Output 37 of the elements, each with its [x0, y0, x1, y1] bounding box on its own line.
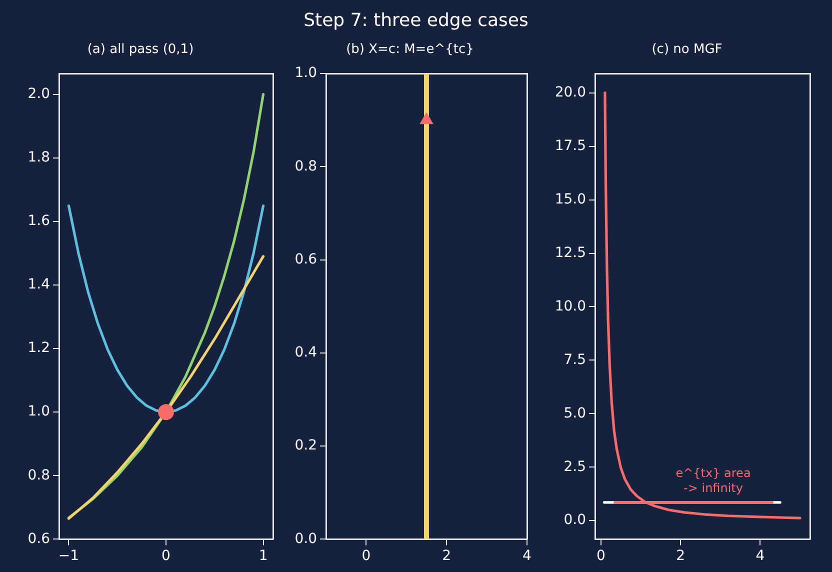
y-tick-label: 0.8 — [28, 467, 50, 484]
x-tick-label: −1 — [58, 548, 80, 564]
annotation: e^{tx} area -> infinity — [676, 466, 751, 495]
y-tick-label: 1.0 — [28, 404, 50, 420]
y-tick-label: 10.0 — [554, 298, 586, 314]
y-tick-label: 0.6 — [28, 530, 50, 547]
y-tick-label: 5.0 — [564, 405, 586, 422]
y-tick-label: 2.0 — [28, 86, 50, 102]
x-tick-label: 2 — [676, 548, 686, 564]
x-tick-label: 0 — [162, 548, 170, 564]
x-tick-label: 2 — [442, 548, 452, 564]
chart-title: Step 7: three edge cases — [302, 10, 530, 31]
y-tick-label: 12.5 — [554, 244, 586, 261]
x-tick-label: 4 — [522, 548, 532, 564]
y-tick-label: 7.5 — [564, 352, 586, 368]
x-tick-label: 0 — [362, 548, 371, 564]
y-tick-label: 15.0 — [554, 191, 586, 208]
y-tick-label: 17.5 — [554, 138, 586, 154]
y-tick-label: 1.2 — [28, 340, 50, 356]
y-tick-label: 0.4 — [294, 344, 318, 361]
chart-subtitle: (c) no MGF — [652, 42, 722, 58]
chart-subtitle: (b) X=c: M=e^{tc} — [346, 42, 474, 58]
y-tick-label: 0.0 — [294, 530, 317, 547]
y-tick-label: 0.0 — [564, 512, 586, 528]
y-tick-label: 1.6 — [28, 213, 50, 230]
y-tick-label: 1.8 — [28, 149, 50, 166]
y-tick-label: 1.4 — [28, 276, 50, 293]
y-tick-label: 0.6 — [294, 251, 318, 268]
chart-subtitle: (a) all pass (0,1) — [87, 42, 194, 58]
y-tick-label: 2.5 — [564, 458, 586, 475]
x-tick-label: 4 — [756, 548, 765, 564]
y-tick-label: 1.0 — [294, 65, 317, 82]
x-tick-label: 1 — [258, 548, 268, 564]
x-tick-label: 0 — [596, 548, 606, 564]
y-tick-label: 0.8 — [294, 158, 317, 174]
y-tick-label: 0.2 — [294, 438, 317, 454]
y-tick-label: 20.0 — [554, 84, 586, 100]
